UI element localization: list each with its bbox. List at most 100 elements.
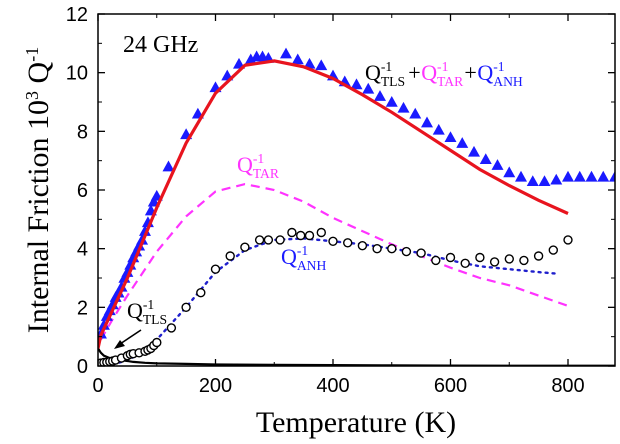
label-anh-base: Q — [281, 244, 297, 269]
label-total-term-4-sup: -1 — [493, 59, 504, 74]
tls-arrow-head — [114, 340, 125, 349]
series-line-anh — [111, 237, 558, 366]
data-point-circle — [152, 337, 162, 348]
series-line-tls — [98, 347, 615, 366]
data-point-circle — [475, 252, 485, 263]
data-point-circle — [387, 243, 397, 254]
data-point-circle — [563, 235, 573, 245]
data-point-circle — [533, 251, 544, 261]
label-tls-base: Q — [127, 298, 143, 323]
data-point-circle — [296, 230, 306, 241]
label-total-term-2-sup: -1 — [437, 59, 448, 74]
data-point-circle — [328, 236, 338, 247]
data-point-circle — [431, 255, 441, 266]
annotation-frequency: 24 GHz — [123, 32, 198, 58]
data-point-triangle — [139, 225, 151, 236]
data-point-circle — [548, 245, 558, 255]
data-point-triangle — [479, 153, 492, 164]
data-point-triangle — [303, 57, 316, 69]
data-point-triangle — [444, 131, 457, 142]
label-tar-sup: -1 — [253, 151, 264, 166]
label-anh-sub: ANH — [297, 258, 327, 273]
data-point-circle — [196, 288, 206, 298]
data-point-triangle — [362, 82, 375, 94]
data-point-triangle — [503, 166, 516, 178]
data-point-triangle — [112, 286, 125, 298]
data-point-circle — [357, 240, 368, 251]
data-point-circle — [343, 238, 353, 248]
data-point-circle — [401, 246, 412, 257]
data-point-triangle — [538, 175, 551, 186]
label-tls-sub: TLS — [143, 312, 167, 327]
data-point-triangle — [280, 47, 292, 59]
series-line-total — [98, 59, 569, 349]
label-tls-sup: -1 — [143, 297, 154, 312]
y-tick-label: 0 — [77, 356, 88, 378]
data-point-circle — [316, 227, 326, 238]
data-point-triangle — [491, 159, 504, 170]
label-total-term-0-sup: -1 — [381, 59, 392, 74]
y-tick-label: 4 — [77, 239, 88, 261]
label-total-plus: + — [408, 60, 420, 85]
data-point-triangle — [515, 170, 527, 182]
data-point-circle — [372, 243, 382, 254]
label-total-term-4-sub: ANH — [493, 74, 523, 89]
y-tick-label: 2 — [77, 297, 88, 319]
label-tar-base: Q — [237, 152, 253, 177]
label-total-term-0-base: Q — [365, 60, 381, 85]
data-point-circle — [489, 257, 500, 267]
x-axis-title: Temperature (K) — [256, 406, 456, 439]
data-point-triangle — [291, 53, 304, 65]
tls-arrow-line — [119, 329, 142, 345]
data-point-triangle — [585, 170, 598, 182]
data-point-triangle — [374, 90, 386, 101]
axes-frame — [97, 13, 616, 367]
data-point-triangle — [597, 170, 610, 182]
y-axis-title: Internal Friction 103 Q-1 — [22, 47, 55, 333]
data-point-triangle — [409, 107, 422, 119]
data-point-triangle — [133, 239, 146, 251]
x-tick-label: 200 — [199, 375, 232, 397]
data-point-circle — [263, 235, 274, 245]
data-point-triangle — [350, 78, 363, 90]
data-point-circle — [254, 235, 265, 245]
data-point-triangle — [573, 170, 586, 182]
data-point-circle — [504, 254, 514, 264]
data-point-circle — [445, 252, 456, 263]
label-total-plus: + — [464, 60, 476, 85]
data-point-circle — [519, 255, 529, 266]
data-point-triangle — [98, 318, 110, 330]
data-point-circle — [287, 227, 297, 238]
data-point-circle — [275, 235, 285, 245]
x-tick-label: 400 — [316, 375, 349, 397]
plot-marks — [98, 47, 615, 366]
data-point-triangle — [421, 116, 433, 128]
x-tick-label: 800 — [551, 375, 584, 397]
axis-ticks: 0 200 400 600 800 0 2 4 6 8 10 12 — [66, 4, 615, 397]
x-tick-label: 600 — [434, 375, 467, 397]
data-point-triangle — [456, 137, 469, 148]
data-point-circle — [210, 264, 221, 274]
label-total-term-4-base: Q — [477, 60, 493, 85]
data-point-circle — [460, 258, 470, 268]
data-point-triangle — [315, 59, 328, 71]
x-tick-label: 0 — [92, 375, 103, 397]
label-anh-sup: -1 — [297, 243, 308, 258]
data-point-circle — [416, 248, 426, 258]
data-point-triangle — [526, 175, 539, 186]
data-point-triangle — [550, 173, 563, 185]
label-tar-sub: TAR — [253, 166, 280, 181]
y-tick-label: 8 — [77, 121, 88, 143]
y-tick-label: 12 — [66, 4, 88, 26]
series-line-tar — [99, 182, 569, 341]
data-point-triangle — [562, 170, 574, 182]
data-point-triangle — [432, 123, 445, 135]
